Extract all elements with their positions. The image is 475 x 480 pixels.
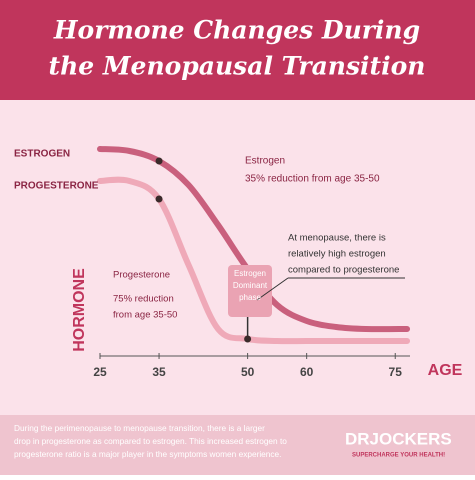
legend-label: PROGESTERONE [14,181,99,192]
x-tick-label: 60 [300,365,314,379]
legend-label: ESTROGEN [14,149,70,160]
annotation: Dominant [233,281,268,290]
x-axis-label: AGE [428,362,463,379]
footer-band [0,415,475,475]
annotation: Progesterone [113,270,170,281]
annotation: At menopause, there is [288,233,386,244]
footer-text: progesterone ratio is a major player in … [14,449,281,459]
annotation: from age 35-50 [113,310,177,321]
footer-text: drop in progesterone as compared to estr… [14,436,287,446]
highlight-dot [155,157,163,165]
annotation: Estrogen [234,269,266,278]
logo: DRJOCKERS [345,429,452,448]
annotation: Estrogen [245,156,285,167]
x-tick-label: 35 [152,365,166,379]
tagline: SUPERCHARGE YOUR HEALTH! [352,453,445,459]
highlight-dot [155,195,163,203]
x-tick-label: 75 [389,365,403,379]
footer-text: During the perimenopause to menopause tr… [14,423,265,433]
annotation: compared to progesterone [288,265,399,276]
chart-title: Hormone Changes During [53,16,420,45]
annotation: 35% reduction from age 35-50 [245,174,380,185]
annotation-pointer [256,277,289,301]
annotation: relatively high estrogen [288,249,386,260]
annotation: phase [239,293,261,302]
x-tick-label: 25 [93,365,107,379]
x-tick-label: 50 [241,365,255,379]
annotation-box [228,265,272,317]
header-band [0,0,475,100]
chart-title: the Menopausal Transition [49,52,426,81]
highlight-dot [244,335,252,343]
annotation: 75% reduction [113,294,174,305]
y-axis-label: HORMONE [71,268,88,352]
